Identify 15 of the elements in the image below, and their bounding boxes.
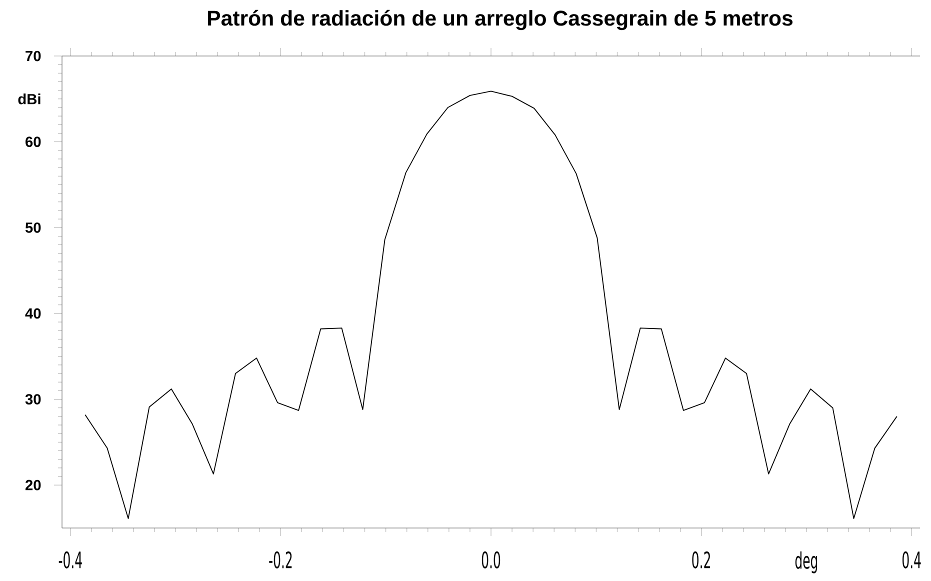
y-tick-label: 60 xyxy=(26,136,41,148)
y-tick-label: 40 xyxy=(25,308,41,319)
line-series xyxy=(84,90,898,520)
y-tick-label: 20 xyxy=(25,480,41,490)
y-axis-title: dBi xyxy=(18,94,40,104)
y-tick-label: 50 xyxy=(25,222,41,233)
x-tick-label: 0.0 xyxy=(482,551,500,568)
y-tick-label: 30 xyxy=(25,394,41,404)
x-tick-label: -0.2 xyxy=(269,551,292,568)
x-tick-label: 0.2 xyxy=(692,551,710,568)
chart-title: Patrón de radiación de un arreglo Cassegrain de 5 metros xyxy=(208,10,793,30)
x-axis-title: deg xyxy=(795,551,818,574)
x-tick-label: 0.4 xyxy=(902,551,921,568)
y-tick-label: 70 xyxy=(26,50,41,62)
x-tick-label: -0.4 xyxy=(58,551,82,568)
